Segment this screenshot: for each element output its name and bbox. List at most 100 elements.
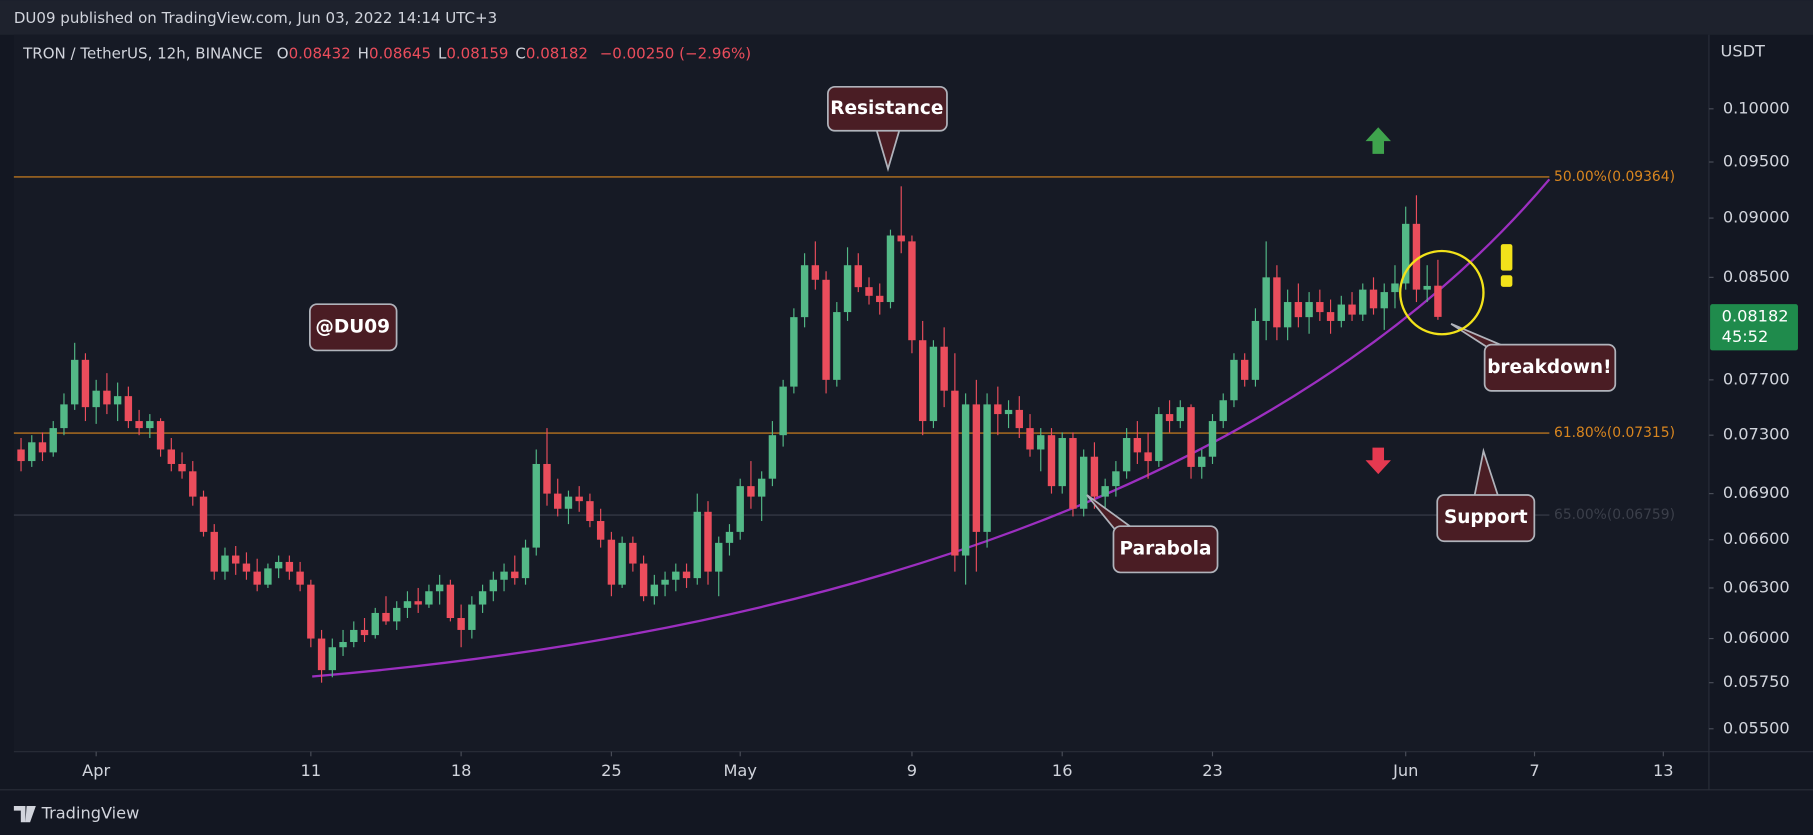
legend-value: 0.08182 xyxy=(526,44,588,62)
candle-body xyxy=(929,346,938,422)
candle-body xyxy=(1230,359,1238,401)
candle-body xyxy=(307,584,315,639)
candle-body xyxy=(843,265,852,313)
candle-body xyxy=(1004,409,1013,415)
highlight-circle xyxy=(1399,249,1485,336)
candle-body xyxy=(543,463,551,494)
x-tick-label: Jun xyxy=(1392,761,1418,780)
candle-body xyxy=(1101,486,1109,497)
candle-body xyxy=(425,591,433,605)
annotation: @DU09 xyxy=(315,316,390,337)
candle-body xyxy=(1187,407,1195,467)
y-tick-label: 0.06300 xyxy=(1723,577,1790,596)
candle-body xyxy=(672,571,680,580)
y-tick-label: 0.06600 xyxy=(1723,529,1790,548)
candle-body xyxy=(650,584,659,597)
ohlc-legend: O0.08432 H0.08645 L0.08159 C0.08182 xyxy=(277,44,588,62)
candle-body xyxy=(704,511,712,572)
candle-body xyxy=(886,235,895,303)
candle-body xyxy=(232,555,240,564)
candle-body xyxy=(865,287,873,296)
x-tick-label: 23 xyxy=(1202,761,1223,780)
candle-body xyxy=(360,629,369,636)
candle-body xyxy=(800,265,809,318)
candle-body xyxy=(1037,435,1045,450)
brand-name: TradingView xyxy=(41,804,140,823)
exclamation-dot xyxy=(1500,275,1513,287)
candle-body xyxy=(393,607,401,622)
annotation: Resistance xyxy=(830,98,943,119)
candle-body xyxy=(403,601,412,608)
candle-body xyxy=(1176,407,1184,422)
candle-body xyxy=(414,601,422,605)
price-tag xyxy=(1710,304,1798,351)
candle-body xyxy=(682,571,691,579)
candle-body xyxy=(49,428,57,453)
y-tick-label: 0.10000 xyxy=(1723,98,1790,117)
x-tick-label: 9 xyxy=(907,761,917,780)
candle-body xyxy=(167,449,176,464)
y-tick-label: 0.05500 xyxy=(1723,718,1790,737)
candle-body xyxy=(1144,452,1152,462)
candle-body xyxy=(92,390,100,408)
candle-body xyxy=(586,501,594,522)
candle-body xyxy=(532,463,540,548)
breakdown-callout: breakdown! xyxy=(1450,323,1617,392)
candle-body xyxy=(1412,223,1421,290)
legend-value: 0.08159 xyxy=(446,44,508,62)
candle-body xyxy=(1369,289,1378,309)
brand: TradingView xyxy=(13,804,140,823)
candle-body xyxy=(178,463,186,472)
candle-body xyxy=(1391,283,1399,293)
candle-body xyxy=(994,404,1002,415)
candle-body xyxy=(17,449,25,462)
candle-body xyxy=(1198,456,1206,467)
candle-body xyxy=(639,563,648,597)
candle-body xyxy=(1402,223,1410,284)
candle-body xyxy=(811,265,820,280)
x-tick-label: 25 xyxy=(601,761,622,780)
candle-body xyxy=(629,542,637,564)
candle-body xyxy=(81,359,90,408)
candle-body xyxy=(274,561,283,569)
candle-body xyxy=(1026,428,1034,450)
candle-body xyxy=(521,547,530,579)
candle-body xyxy=(790,317,798,387)
candle-body xyxy=(221,555,229,572)
candle-body xyxy=(757,478,766,497)
resistance-callout: Resistance xyxy=(827,85,948,172)
candle-body xyxy=(661,579,669,585)
candle-body xyxy=(199,496,208,532)
candle-body xyxy=(951,390,959,556)
candle-body xyxy=(1122,438,1131,472)
candle-body xyxy=(1423,285,1431,290)
candle-body xyxy=(317,638,326,671)
candle-body xyxy=(908,241,916,341)
published-note: DU09 published on TradingView.com, Jun 0… xyxy=(14,9,497,27)
candle-body xyxy=(1316,302,1324,313)
candle-body xyxy=(189,471,197,497)
y-tick-label: 0.07700 xyxy=(1723,369,1790,388)
candle-body xyxy=(113,396,122,405)
currency-label: USDT xyxy=(1721,42,1766,61)
candle-body xyxy=(725,531,734,543)
candle-body xyxy=(135,421,143,429)
candle-body xyxy=(554,493,562,509)
candle-body xyxy=(876,295,884,303)
legend-key: O xyxy=(277,44,289,62)
candle-body xyxy=(854,265,862,288)
x-tick-label: 18 xyxy=(451,761,472,780)
symbol: TRON / TetherUS, 12h, BINANCE xyxy=(22,44,263,62)
legend-key: H xyxy=(358,44,369,62)
top-bar xyxy=(0,0,1813,35)
callout-box xyxy=(1436,494,1536,543)
candle-body xyxy=(897,235,905,242)
x-tick-label: 16 xyxy=(1052,761,1073,780)
parabola-callout: Parabola xyxy=(1086,494,1219,574)
plot-area xyxy=(13,34,1709,752)
fib-label: 61.80%(0.07315) xyxy=(1554,425,1675,441)
candle-body xyxy=(1251,320,1260,380)
candle-body xyxy=(446,584,455,619)
